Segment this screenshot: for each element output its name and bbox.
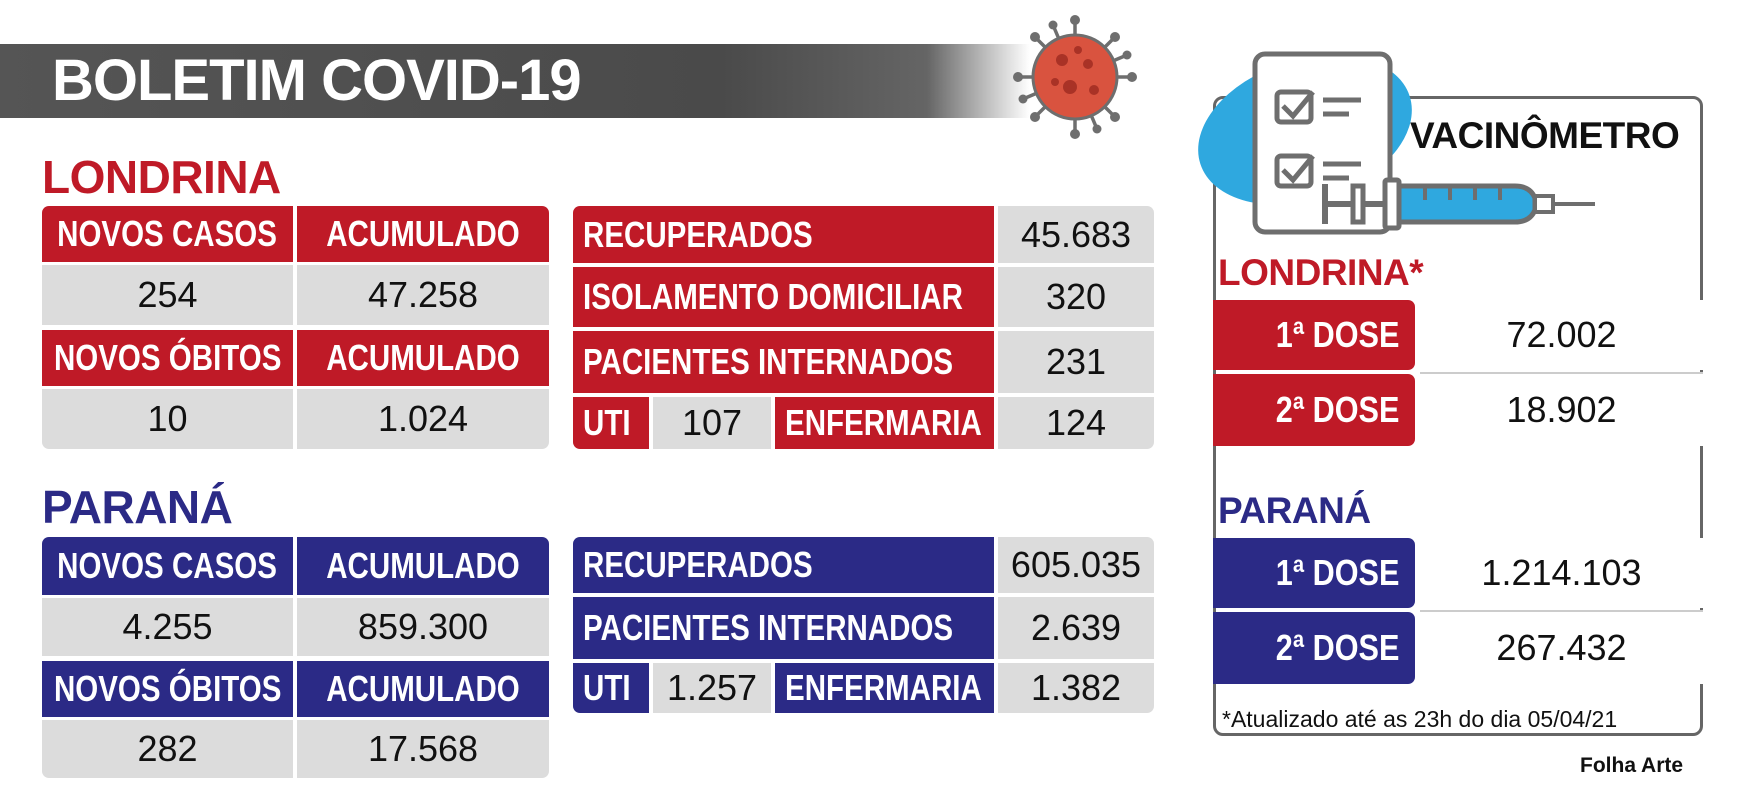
virus-icon xyxy=(1013,15,1137,139)
vac-londrina-title: LONDRINA* xyxy=(1218,252,1424,293)
parana-internados-value: 2.639 xyxy=(998,597,1154,659)
vac-parana-dose1-value: 1.214.103 xyxy=(1420,538,1703,608)
parana-title: PARANÁ xyxy=(42,481,233,533)
title-banner xyxy=(0,44,1030,118)
londrina-isolamento-value: 320 xyxy=(998,267,1154,327)
parana-obitos-acumulado-value: 17.568 xyxy=(297,720,549,778)
vac-parana-title: PARANÁ xyxy=(1218,490,1371,531)
parana-uti-header: UTI xyxy=(573,663,649,713)
londrina-casos-acumulado-value: 47.258 xyxy=(297,265,549,325)
londrina-isolamento-header: ISOLAMENTO DOMICILIAR xyxy=(573,267,994,327)
vac-separator xyxy=(1420,610,1703,613)
credit-text: Folha Arte xyxy=(1580,754,1684,777)
londrina-uti-header: UTI xyxy=(573,397,649,449)
vac-separator xyxy=(1420,372,1703,375)
page-title: BOLETIM COVID-19 xyxy=(52,48,582,113)
parana-casos-acumulado-value: 859.300 xyxy=(297,598,549,656)
londrina-title: LONDRINA xyxy=(42,151,281,203)
vac-londrina-dose2-value: 18.902 xyxy=(1420,374,1703,446)
parana-novos-casos-value: 4.255 xyxy=(42,598,293,656)
syringe-icon xyxy=(1322,177,1595,231)
londrina-obitos-acumulado-value: 1.024 xyxy=(297,389,549,449)
londrina-recuperados-header: RECUPERADOS xyxy=(573,206,994,263)
parana-novos-casos-header: NOVOS CASOS xyxy=(42,537,293,595)
parana-acumulado-obitos-header: ACUMULADO xyxy=(297,661,549,717)
londrina-acumulado-obitos-header: ACUMULADO xyxy=(297,330,549,386)
londrina-novos-casos-value: 254 xyxy=(42,265,293,325)
londrina-recuperados-value: 45.683 xyxy=(998,206,1154,263)
parana-acumulado-casos-header: ACUMULADO xyxy=(297,537,549,595)
londrina-novos-obitos-header: NOVOS ÓBITOS xyxy=(42,330,293,386)
londrina-enfermaria-value: 124 xyxy=(998,397,1154,449)
parana-enfermaria-header: ENFERMARIA xyxy=(775,663,994,713)
londrina-novos-obitos-value: 10 xyxy=(42,389,293,449)
parana-enfermaria-value: 1.382 xyxy=(998,663,1154,713)
vacinometro-footnote: *Atualizado até as 23h do dia 05/04/21 xyxy=(1222,706,1618,732)
vac-londrina-dose2-label: 2ª DOSE xyxy=(1213,374,1415,446)
londrina-uti-value: 107 xyxy=(653,397,771,449)
vac-parana-dose1-label: 1ª DOSE xyxy=(1213,538,1415,608)
vac-parana-dose2-label: 2ª DOSE xyxy=(1213,612,1415,684)
londrina-internados-header: PACIENTES INTERNADOS xyxy=(573,331,994,393)
vac-londrina-dose1-label: 1ª DOSE xyxy=(1213,300,1415,370)
londrina-novos-casos-header: NOVOS CASOS xyxy=(42,206,293,262)
londrina-enfermaria-header: ENFERMARIA xyxy=(775,397,994,449)
parana-uti-value: 1.257 xyxy=(653,663,771,713)
vac-parana-dose2-value: 267.432 xyxy=(1420,612,1703,684)
vaccine-art xyxy=(1198,51,1595,235)
parana-novos-obitos-header: NOVOS ÓBITOS xyxy=(42,661,293,717)
londrina-acumulado-casos-header: ACUMULADO xyxy=(297,206,549,262)
parana-recuperados-header: RECUPERADOS xyxy=(573,537,994,593)
parana-recuperados-value: 605.035 xyxy=(998,537,1154,593)
vacinometro-title: VACINÔMETRO xyxy=(1410,115,1680,156)
parana-internados-header: PACIENTES INTERNADOS xyxy=(573,597,994,659)
vac-londrina-dose1-value: 72.002 xyxy=(1420,300,1703,370)
parana-novos-obitos-value: 282 xyxy=(42,720,293,778)
londrina-internados-value: 231 xyxy=(998,331,1154,393)
